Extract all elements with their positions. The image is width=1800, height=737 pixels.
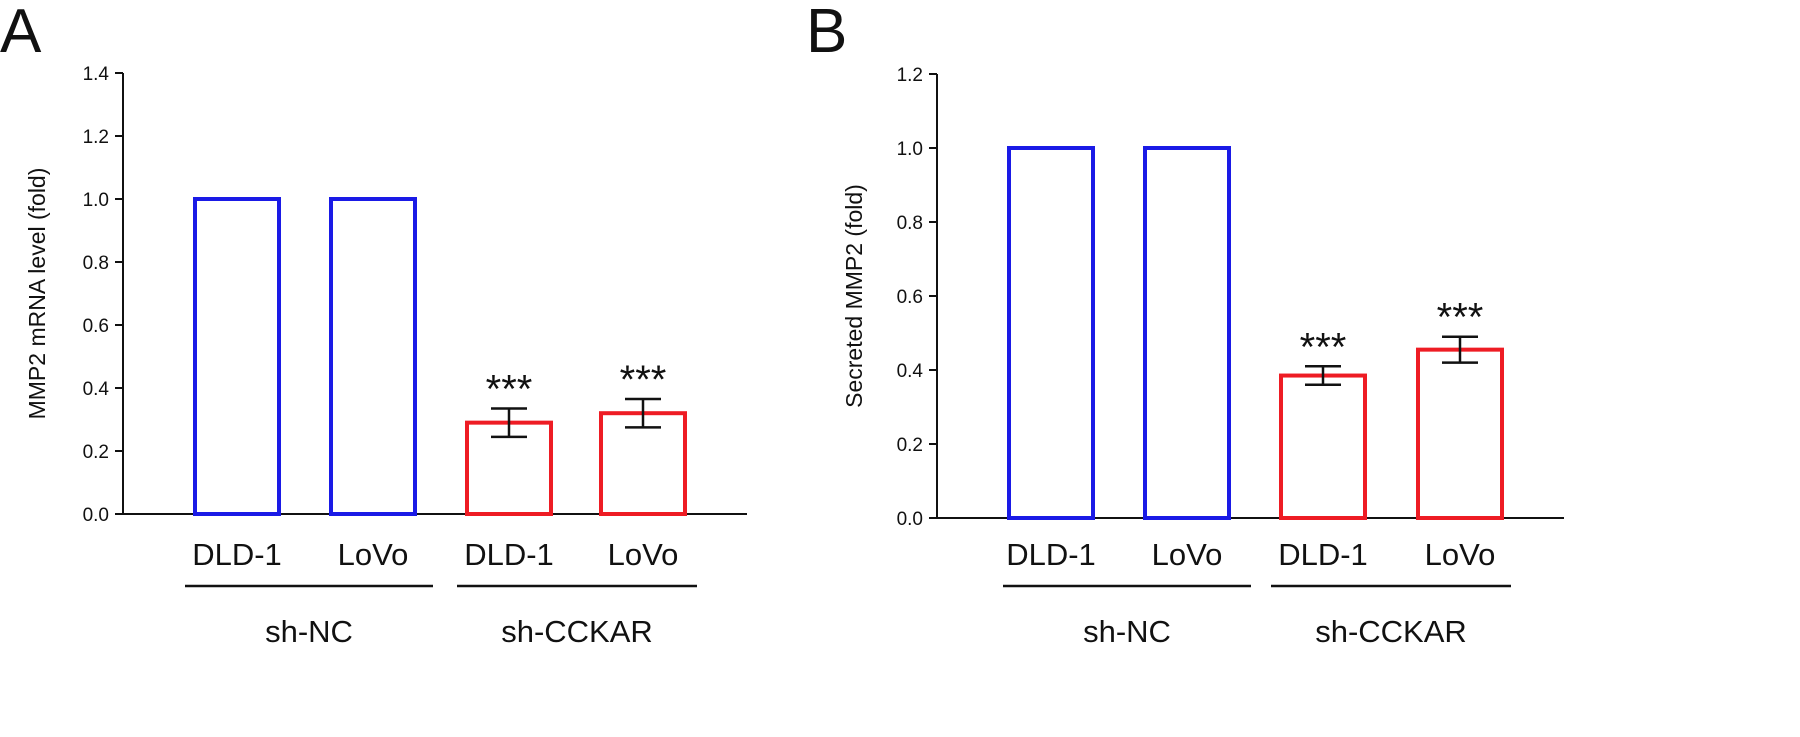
group-label: sh-CCKAR xyxy=(501,614,653,649)
significance-label: *** xyxy=(1437,296,1484,340)
bar xyxy=(1143,146,1231,520)
y-axis-title: MMP2 mRNA level (fold) xyxy=(24,168,50,420)
panel-a: A 0.0 0.2 0.4 0.6 0.8 1.0 1.2 1.4 MMP2 mRNA level… xyxy=(0,0,747,649)
category-label: DLD-1 xyxy=(192,537,282,572)
category-label: LoVo xyxy=(608,537,679,572)
y-tick-label: 1.0 xyxy=(897,139,923,160)
category-label: DLD-1 xyxy=(464,537,554,572)
y-tick-label: 1.0 xyxy=(83,190,109,211)
y-tick-label: 1.2 xyxy=(83,127,109,148)
significance-label: *** xyxy=(1300,325,1347,369)
y-tick-label: 0.0 xyxy=(897,509,923,530)
category-label: DLD-1 xyxy=(1278,537,1368,572)
bar xyxy=(329,197,417,516)
group-label: sh-NC xyxy=(265,614,353,649)
category-label: LoVo xyxy=(1152,537,1223,572)
category-label: LoVo xyxy=(338,537,409,572)
y-tick-label: 0.0 xyxy=(83,505,109,526)
panel-letter: B xyxy=(806,0,847,66)
significance-label: *** xyxy=(486,367,533,411)
y-axis-title: Secreted MMP2 (fold) xyxy=(841,184,867,408)
group-label: sh-CCKAR xyxy=(1315,614,1467,649)
y-tick-label: 0.2 xyxy=(897,435,923,456)
significance-label: *** xyxy=(620,358,667,402)
y-tick-label: 0.6 xyxy=(897,287,923,308)
y-tick-label: 1.4 xyxy=(83,64,110,85)
group-label: sh-NC xyxy=(1083,614,1171,649)
y-tick-label: 0.4 xyxy=(83,379,110,400)
category-label: DLD-1 xyxy=(1006,537,1096,572)
y-tick-label: 1.2 xyxy=(897,65,923,86)
y-tick-label: 0.8 xyxy=(83,253,109,274)
y-tick-label: 0.2 xyxy=(83,442,109,463)
bar xyxy=(1279,373,1367,520)
bar xyxy=(193,197,281,516)
y-tick-label: 0.8 xyxy=(897,213,923,234)
bar xyxy=(1007,146,1095,520)
panel-b: B 0.0 0.2 0.4 0.6 0.8 1.0 1.2 Secreted MMP2 (fol… xyxy=(806,0,1564,649)
panel-letter: A xyxy=(0,0,42,66)
y-tick-label: 0.4 xyxy=(897,361,924,382)
y-tick-label: 0.6 xyxy=(83,316,109,337)
category-label: LoVo xyxy=(1425,537,1496,572)
bar xyxy=(1416,347,1504,520)
